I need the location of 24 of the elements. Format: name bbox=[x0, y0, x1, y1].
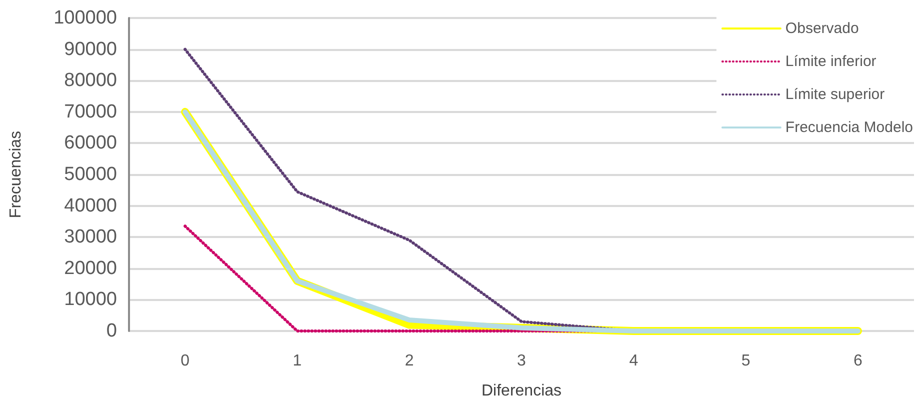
legend-label: Límite superior bbox=[785, 86, 885, 103]
y-tick-label: 40000 bbox=[64, 195, 117, 216]
y-tick-label: 30000 bbox=[64, 226, 117, 248]
legend-label: Frecuencia Modelo bbox=[785, 119, 914, 136]
x-tick-label: 2 bbox=[404, 352, 414, 370]
y-axis-title: Frecuencias bbox=[8, 130, 24, 218]
y-tick-label: 80000 bbox=[64, 70, 117, 92]
x-tick-label: 5 bbox=[741, 352, 750, 370]
y-tick-label: 10000 bbox=[64, 289, 117, 310]
legend-label: Observado bbox=[785, 20, 859, 37]
x-axis-title: Diferencias bbox=[481, 382, 562, 400]
y-tick-label: 100000 bbox=[54, 8, 117, 28]
x-tick-label: 4 bbox=[629, 352, 638, 370]
y-tick-label: 0 bbox=[106, 320, 117, 342]
y-tick-label: 70000 bbox=[64, 101, 117, 122]
x-tick-label: 0 bbox=[180, 352, 190, 370]
y-tick-label: 90000 bbox=[64, 38, 117, 60]
y-tick-label: 50000 bbox=[64, 164, 117, 185]
y-tick-label: 20000 bbox=[64, 258, 117, 279]
y-tick-label: 60000 bbox=[64, 132, 117, 154]
legend-label: Límite inferior bbox=[785, 53, 876, 70]
x-tick-label: 3 bbox=[517, 352, 526, 370]
x-tick-label: 1 bbox=[292, 352, 302, 370]
x-tick-label: 6 bbox=[853, 352, 862, 370]
